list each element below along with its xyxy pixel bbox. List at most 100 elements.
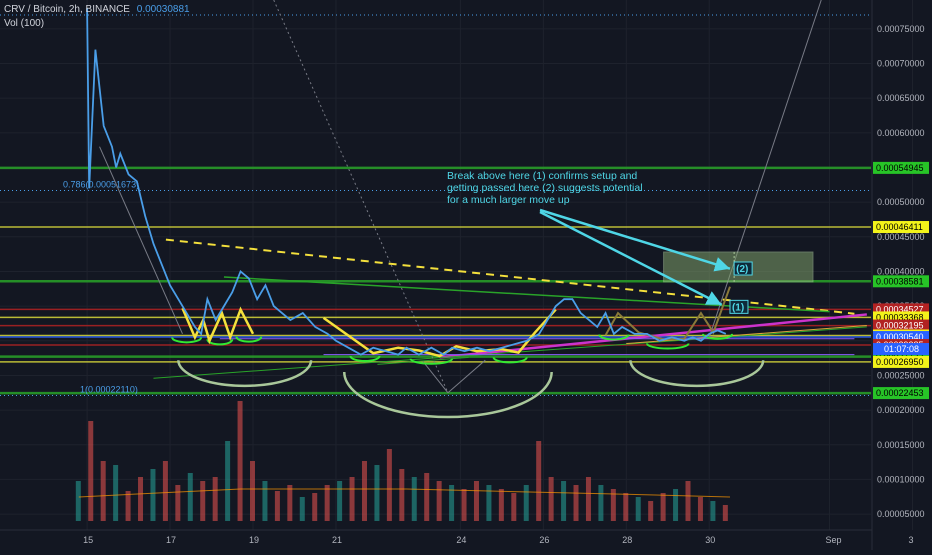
head-pattern-zigzag — [322, 308, 557, 358]
volume-bar-2 — [100, 461, 106, 521]
price-tag-10: 0.00026950 — [876, 357, 924, 367]
countdown-tag-bg — [873, 343, 929, 356]
volume-bar-16 — [274, 491, 280, 521]
price-tag-4: 0.00033368 — [876, 312, 924, 322]
x-tick-label-9: 3 — [908, 535, 913, 545]
volume-bars — [75, 401, 728, 521]
y-tick-label-13: 0.00010000 — [877, 474, 925, 484]
projection-bottom-b — [447, 359, 486, 394]
y-tick-label-14: 0.00005000 — [877, 509, 925, 519]
volume-bar-4 — [125, 491, 131, 521]
price-tag-bg-2 — [873, 275, 929, 288]
x-tick-label-0: 15 — [83, 535, 93, 545]
projection-bottom-a — [422, 361, 449, 394]
volume-bar-36 — [523, 485, 529, 521]
volume-bar-15 — [262, 481, 268, 521]
volume-bar-21 — [337, 481, 343, 521]
volume-bar-33 — [486, 485, 492, 521]
price-tag-1: 0.00046411 — [876, 222, 923, 232]
volume-bar-43 — [610, 489, 616, 521]
price-series-line — [86, 8, 727, 356]
volume-bar-20 — [324, 485, 330, 521]
y-tick-label-10: 0.00025000 — [877, 370, 925, 380]
volume-bar-32 — [473, 481, 479, 521]
smile-arc-0 — [171, 337, 203, 344]
price-tag-bg-11 — [873, 387, 929, 400]
x-tick-label-2: 19 — [249, 535, 259, 545]
target-marker-label-2: (2) — [736, 264, 748, 275]
target-marker-box-2 — [733, 261, 753, 276]
volume-bar-8 — [175, 485, 181, 521]
volume-bar-14 — [250, 461, 256, 521]
volume-bar-6 — [150, 469, 156, 521]
y-tick-label-11: 0.00020000 — [877, 405, 925, 415]
volume-bar-11 — [212, 477, 218, 521]
right-projection-zigzag — [683, 286, 731, 340]
left-shoulder-arc — [177, 360, 313, 387]
price-tag-0: 0.00054945 — [876, 163, 924, 173]
volume-bar-50 — [697, 497, 703, 521]
long-support-green — [153, 326, 867, 379]
x-tick-label-5: 26 — [539, 535, 549, 545]
volume-bar-18 — [299, 497, 305, 521]
volume-bar-1 — [88, 421, 94, 521]
price-tag-bg-5 — [873, 319, 929, 332]
symbol-title[interactable]: CRV / Bitcoin, 2h, BINANCE — [4, 4, 130, 15]
volume-bar-7 — [162, 461, 168, 521]
y-tick-label-0: 0.00075000 — [877, 24, 925, 34]
countdown-tag: 01:07:08 — [884, 344, 919, 354]
projection-early — [99, 146, 183, 335]
volume-bar-37 — [536, 441, 542, 521]
smile-arc-2 — [235, 336, 263, 343]
target-marker-label-1: (1) — [732, 302, 744, 313]
smile-arc-3 — [349, 355, 381, 362]
volume-average-line — [78, 488, 730, 498]
smile-arc-1 — [206, 339, 234, 346]
volume-bar-19 — [312, 493, 318, 521]
volume-bar-9 — [187, 473, 193, 521]
volume-bar-24 — [374, 465, 380, 521]
volume-bar-13 — [237, 401, 243, 521]
volume-bar-39 — [561, 481, 567, 521]
drawings — [99, 0, 867, 419]
volume-bar-34 — [498, 489, 504, 521]
volume-bar-22 — [349, 477, 355, 521]
volume-average — [78, 488, 730, 498]
price-tags: 0.00054945 0.00046411 0.00038581 0.00034527… — [873, 161, 929, 400]
y-tick-label-6: 0.00045000 — [877, 232, 925, 242]
price-tag-3: 0.00034527 — [876, 304, 924, 314]
smile-arc-5 — [492, 357, 528, 364]
chart-legend: CRV / Bitcoin, 2h, BINANCE 0.00030881 Vo… — [4, 3, 190, 31]
right-pattern-zigzag — [604, 311, 685, 341]
volume-bar-42 — [598, 485, 604, 521]
y-tick-label-3: 0.00060000 — [877, 128, 925, 138]
volume-bar-46 — [648, 501, 654, 521]
price-tag-11: 0.00022453 — [876, 388, 924, 398]
volume-bar-25 — [386, 449, 392, 521]
x-tick-label-6: 28 — [622, 535, 632, 545]
right-shoulder-arc — [629, 360, 765, 388]
volume-bar-35 — [511, 493, 517, 521]
volume-bar-17 — [287, 485, 293, 521]
smile-arc-6 — [598, 334, 630, 341]
smile-arc-7 — [646, 343, 690, 350]
volume-label[interactable]: Vol (100) — [4, 18, 45, 29]
volume-bar-47 — [660, 493, 666, 521]
annotation-text[interactable]: Break above here (1) confirms setup and … — [447, 170, 643, 206]
volume-bar-10 — [200, 481, 206, 521]
y-tick-label-7: 0.00040000 — [877, 266, 925, 276]
volume-bar-40 — [573, 485, 579, 521]
projection-dotted-down — [273, 0, 449, 393]
head-arc — [343, 371, 553, 419]
volume-bar-30 — [449, 485, 455, 521]
horizontal-levels: 0.786(0.00051673) 1(0.00022110) — [0, 166, 871, 396]
x-tick-label-8: Sep — [826, 535, 842, 545]
volume-bar-0 — [75, 481, 81, 521]
arrow-to-target-1 — [539, 210, 723, 306]
volume-bar-48 — [673, 489, 679, 521]
arrow-to-target-2 — [539, 208, 731, 272]
x-tick-label-1: 17 — [166, 535, 176, 545]
volume-bar-12 — [225, 441, 231, 521]
